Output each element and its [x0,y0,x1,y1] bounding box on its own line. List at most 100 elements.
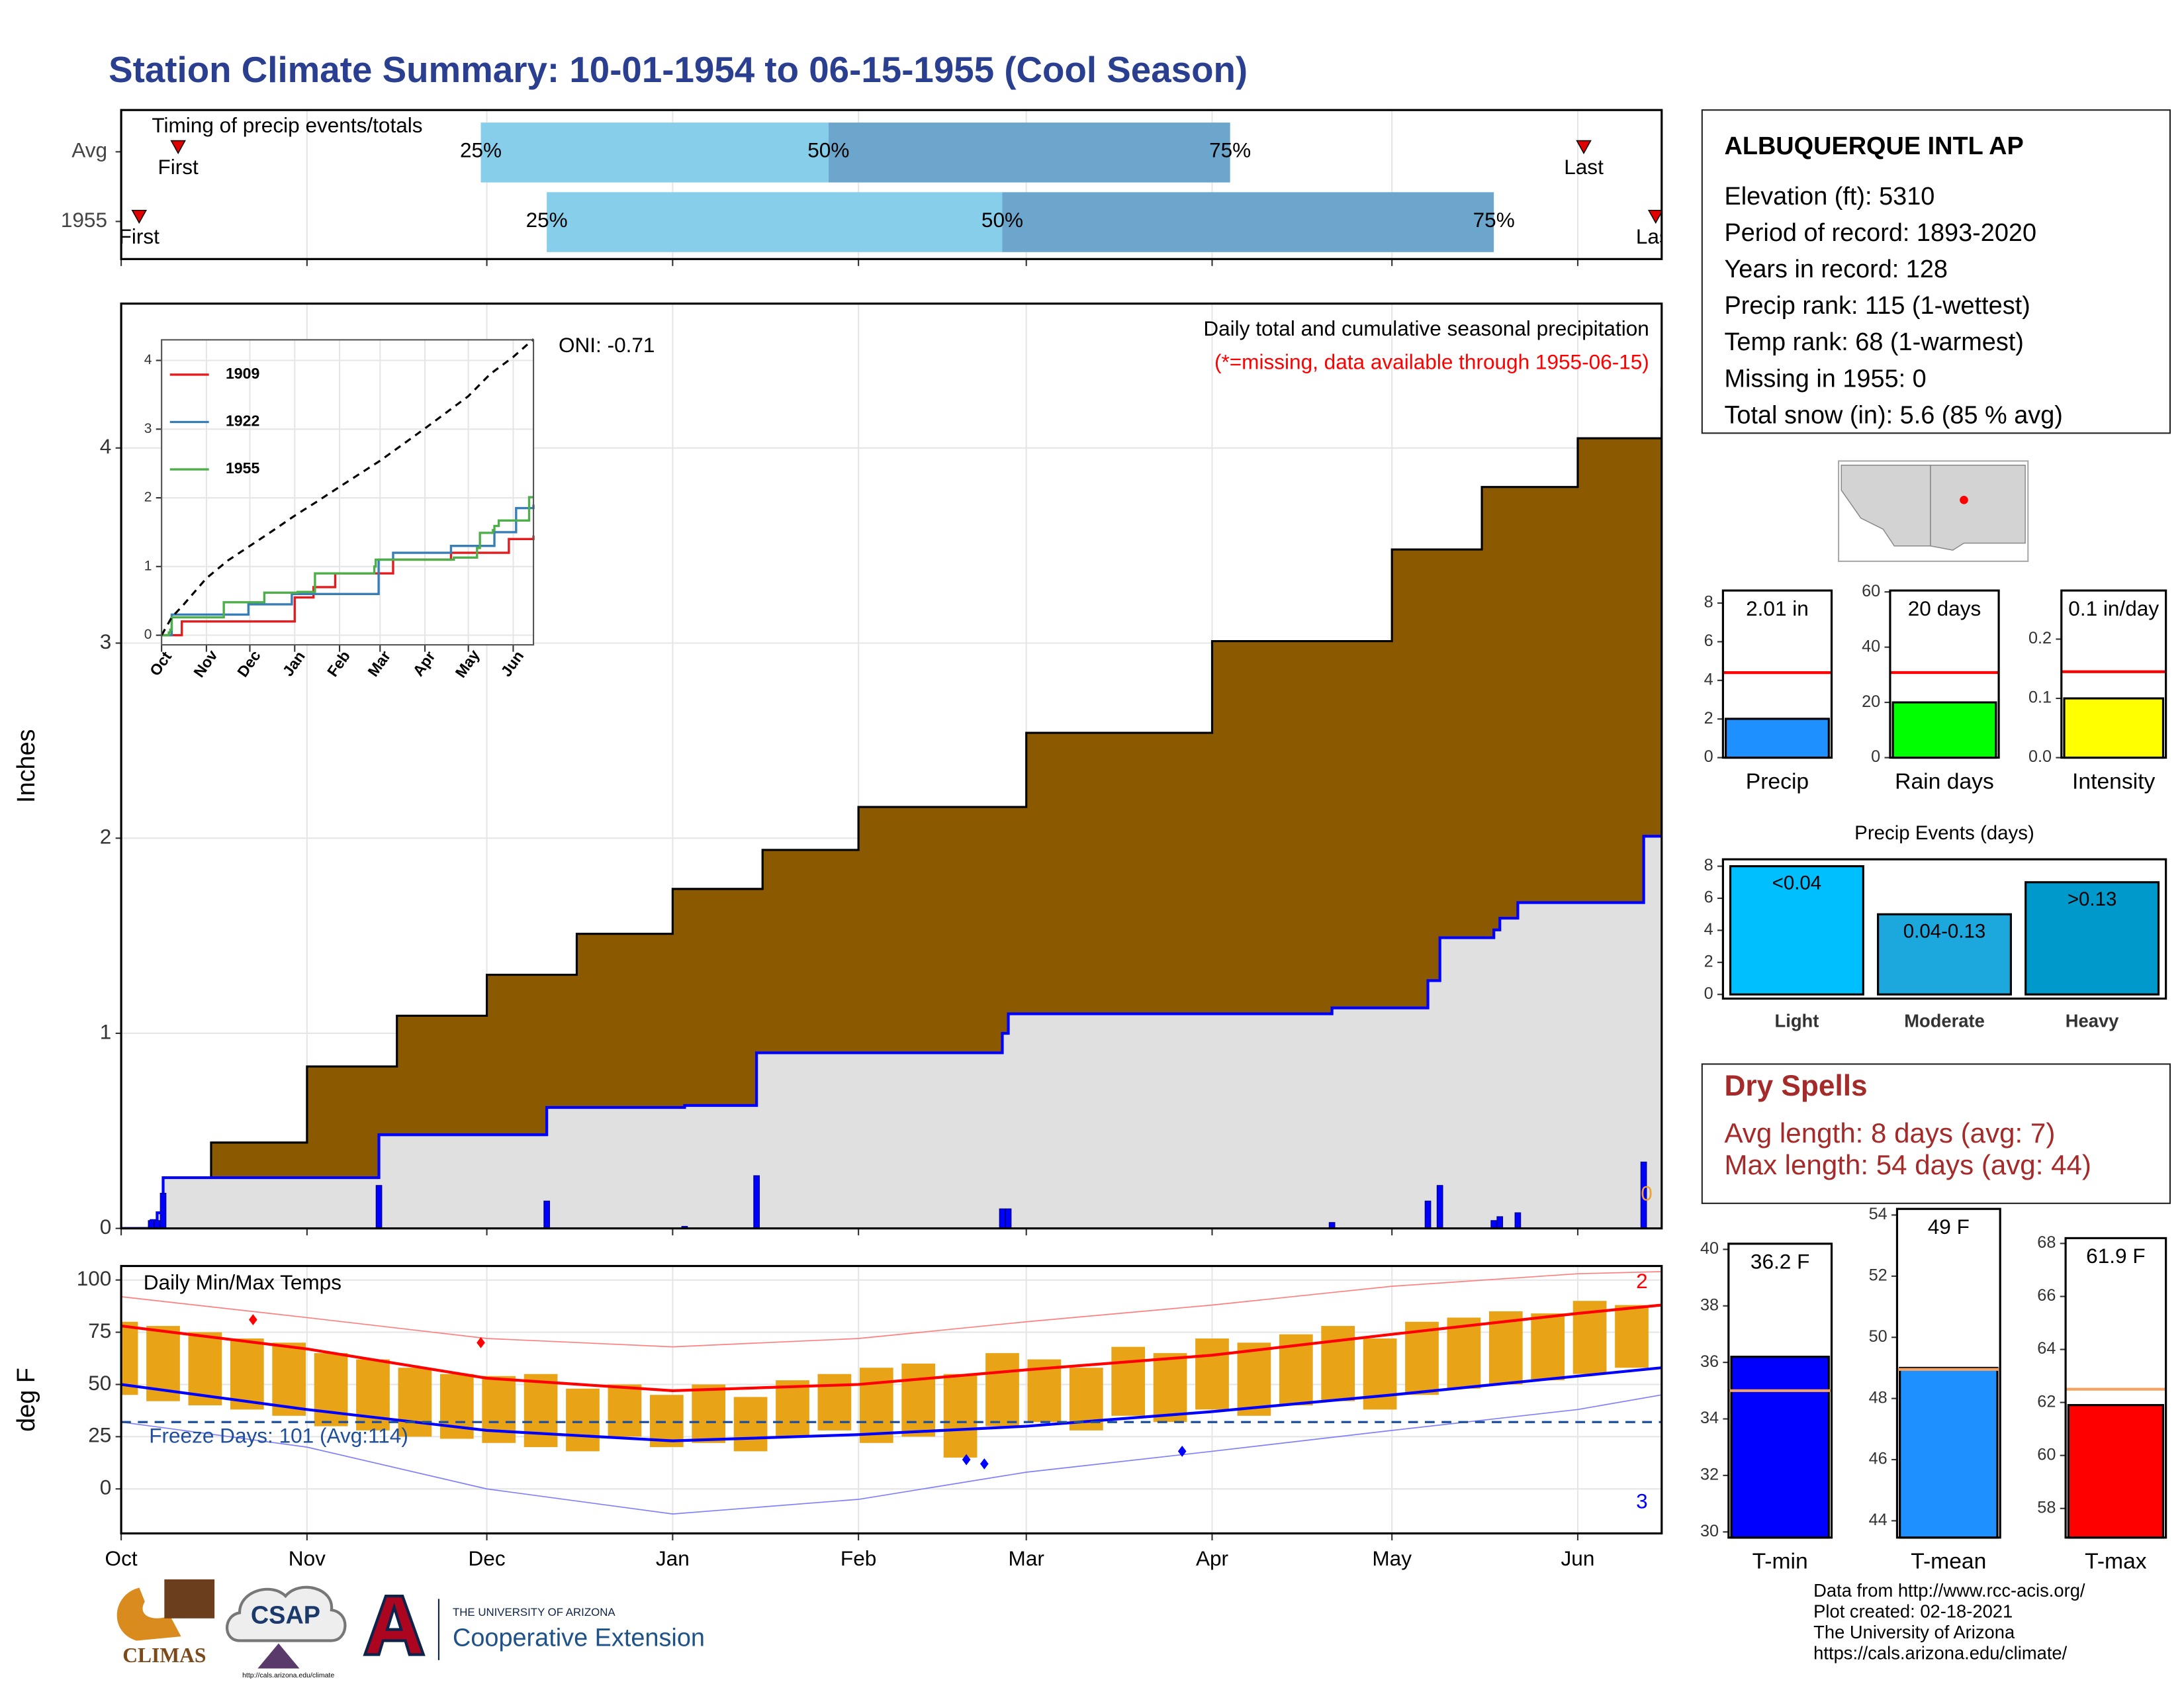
bar [1899,1366,1999,1539]
dry-spells-line: Avg length: 8 days (avg: 7) [1724,1117,2055,1149]
x-tick-label: Apr [1196,1546,1228,1570]
y-tick-label: 2 [144,490,152,505]
station-lines: Elevation (ft): 5310 Period of record: 18… [1724,183,2062,430]
legend-label: 1909 [226,365,259,382]
station-line: Missing in 1955: 0 [1724,365,1926,393]
timing-title: Timing of precip events/totals [152,113,422,137]
quartile-label: 25% [526,208,568,232]
y-tick-label: 3 [144,421,152,436]
quartile-label: 75% [1209,138,1251,162]
temp-range-bar [859,1368,893,1443]
y-tick-label: 4 [1704,920,1713,939]
y-tick-label: 4 [100,434,112,458]
location-map [1838,460,2029,562]
y-tick-label: 0 [100,1476,112,1499]
range-label: >0.13 [2068,888,2117,910]
y-tick-label: 8 [1704,856,1713,874]
y-tick-label: 48 [1869,1388,1888,1407]
end-label: 0 [1641,1182,1653,1205]
temp-range-bar [1363,1338,1397,1410]
y-tick-label: 6 [1704,888,1713,907]
y-tick-label: 6 [1704,632,1713,650]
y-tick-label: 1955 [61,208,107,232]
temp-range-bar [1321,1326,1355,1401]
y-tick-label: 66 [2037,1286,2056,1305]
y-tick-label: 62 [2037,1392,2056,1411]
y-tick-label: 0 [100,1215,112,1239]
logos: CLIMAS CSAP http://cals.arizona.edu/clim… [116,1579,705,1679]
y-tick-label: 38 [1700,1295,1719,1314]
daily-bar [1424,1200,1432,1229]
record-marker [1177,1446,1187,1457]
value-label: 36.2 F [1751,1250,1809,1274]
station-line: Temp rank: 68 (1-warmest) [1724,328,2023,356]
y-tick-label: 8 [1704,593,1713,612]
y-tick-label: 0.1 [2028,688,2052,707]
x-tick-label: Jun [1561,1546,1595,1570]
y-tick-label: 30 [1700,1522,1719,1540]
y-tick-label: 68 [2037,1233,2056,1252]
y-tick-label: 36 [1700,1352,1719,1371]
y-tick-label: 58 [2037,1498,2056,1517]
bar [2025,881,2160,996]
temp-range-bar [566,1388,600,1452]
quartile-label: 75% [1473,208,1515,232]
x-tick-label: T-max [2085,1550,2147,1574]
temp-range-bar [1615,1305,1649,1368]
y-tick-label: 54 [1869,1205,1888,1223]
y-tick-label: 0 [1704,984,1713,1003]
csap-cloud [225,1585,347,1642]
avg-max-line [120,1303,1662,1393]
temp-range-bar [121,1321,138,1395]
event-marker [1647,209,1662,224]
footer-line: Plot created: 02-18-2021 [1813,1601,2013,1622]
x-tick-label: Precip [1746,769,1809,794]
y-tick-label: 0 [144,627,152,642]
quartile-label: 50% [807,138,849,162]
y-tick-label: 3 [100,630,112,653]
temp-range-bar [943,1374,978,1458]
record-low-count: 3 [1636,1489,1648,1513]
daily-bar [148,1220,155,1229]
station-line: Total snow (in): 5.6 (85 % avg) [1724,402,2062,430]
daily-bar [1490,1220,1498,1229]
bar [2067,1404,2165,1539]
y-tick-label: 0 [1704,747,1713,766]
event-label: Last [1564,155,1604,179]
plot-frame [1727,1243,1833,1539]
y-tick-label: 46 [1869,1450,1888,1468]
x-tick-label: May [1372,1546,1412,1570]
plot-frame [1889,589,2000,759]
value-label: 0.1 in/day [2068,596,2159,620]
x-tick-label: Nov [289,1546,326,1570]
y-tick-label: 2 [1704,709,1713,727]
temp-range-bar [1237,1342,1271,1416]
y-tick-label: 20 [1862,692,1880,711]
event-marker [131,209,148,224]
y-tick-label: 60 [2037,1445,2056,1464]
temp-range-bar [901,1363,936,1437]
y-tick-label: 50 [1869,1327,1888,1346]
quartile-bar [547,192,1003,252]
quartile-bar [828,122,1230,183]
x-tick-label: Oct [105,1546,138,1570]
y-tick-label: 2 [100,825,112,849]
university-label: THE UNIVERSITY OF ARIZONA [453,1606,615,1618]
y-tick-label: 60 [1862,582,1880,600]
temp-range-bar [692,1384,726,1443]
bar [1891,701,1997,759]
y-tick-label: 32 [1700,1466,1719,1484]
x-tick-label: T-mean [1911,1550,1986,1574]
footer-line: Data from http://www.rcc-acis.org/ [1813,1580,2085,1601]
range-label: <0.04 [1772,872,1822,894]
x-tick-label: Dec [469,1546,506,1570]
season-area [121,836,1662,1229]
quartile-label: 50% [981,208,1023,232]
station-name: ALBUQUERQUE INTL AP [1724,132,2023,160]
footer-line: The University of Arizona [1813,1622,2015,1642]
x-tick-label: Heavy [2066,1011,2119,1031]
record-low-line [121,1394,1662,1515]
temp-range-bar [1153,1353,1187,1423]
